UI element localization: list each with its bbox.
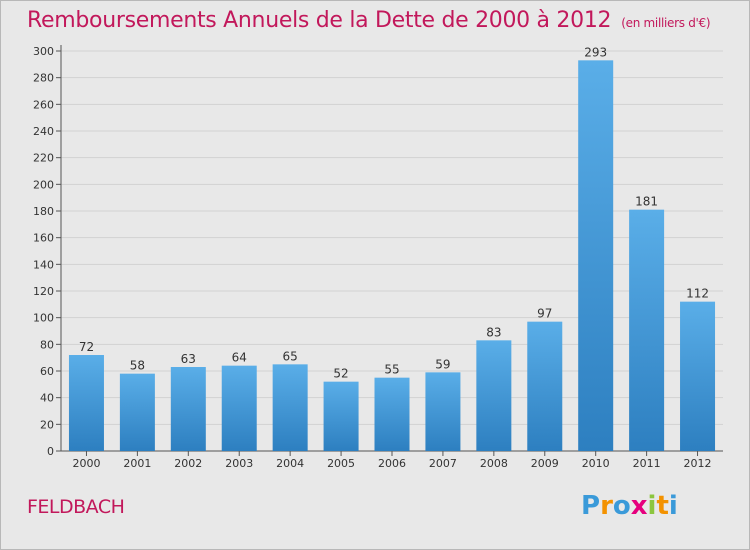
y-tick-label: 80 (40, 338, 54, 351)
data-label: 63 (181, 352, 196, 366)
x-tick-label: 2012 (684, 457, 712, 470)
y-tick-label: 160 (33, 232, 54, 245)
logo-letter: o (612, 491, 631, 521)
x-tick-label: 2000 (72, 457, 100, 470)
bar-2005 (323, 381, 359, 451)
data-label: 59 (435, 357, 450, 371)
data-label: 97 (537, 307, 552, 321)
bar-2007 (425, 372, 461, 451)
x-tick-label: 2010 (582, 457, 610, 470)
y-tick-label: 100 (33, 312, 54, 325)
y-tick-label: 240 (33, 125, 54, 138)
x-tick-label: 2009 (531, 457, 559, 470)
bars (68, 60, 716, 451)
data-label: 64 (232, 351, 247, 365)
data-label: 83 (486, 325, 501, 339)
y-tick-label: 200 (33, 178, 54, 191)
chart-subtitle: (en milliers d'€) (621, 16, 711, 30)
y-tick-label: 140 (33, 258, 54, 271)
y-tick-label: 280 (33, 72, 54, 85)
bar-2011 (629, 209, 665, 451)
y-tick-label: 300 (33, 45, 54, 58)
y-tick-label: 0 (47, 445, 54, 458)
data-label: 58 (130, 359, 145, 373)
bar-2003 (221, 365, 257, 451)
x-tick-label: 2005 (327, 457, 355, 470)
logo-letter: x (630, 491, 648, 521)
data-label: 72 (79, 340, 94, 354)
x-tick-label: 2007 (429, 457, 457, 470)
data-label: 55 (384, 363, 399, 377)
y-tick-label: 260 (33, 98, 54, 111)
x-tick-label: 2008 (480, 457, 508, 470)
y-tick-label: 20 (40, 418, 54, 431)
x-tick-label: 2001 (123, 457, 151, 470)
data-label: 112 (686, 287, 709, 301)
data-label: 181 (635, 195, 658, 209)
logo-letter: r (600, 491, 613, 521)
bar-2010 (578, 60, 614, 451)
x-tick-label: 2004 (276, 457, 304, 470)
labels: 0 20 40 60 80 100 120 140 160 180 200 220 240 260 280 3… (33, 45, 712, 470)
y-tick-label: 120 (33, 285, 54, 298)
y-tick-label: 40 (40, 392, 54, 405)
bar-2012 (680, 301, 716, 451)
logo-letter: i (647, 491, 657, 521)
data-label: 52 (333, 367, 348, 381)
x-tick-label: 2002 (174, 457, 202, 470)
chart-title: Remboursements Annuels de la Dette de 20… (27, 8, 711, 33)
logo-letter: t (656, 491, 669, 521)
y-tick-label: 220 (33, 152, 54, 165)
y-tick-label: 180 (33, 205, 54, 218)
logo-letter: P (581, 491, 601, 521)
chart-title-text: Remboursements Annuels de la Dette de 20… (27, 8, 612, 33)
data-label: 293 (584, 45, 607, 59)
proxiti-logo: Proxiti (581, 491, 678, 521)
bar-2001 (119, 373, 155, 451)
x-tick-label: 2011 (633, 457, 661, 470)
bar-2006 (374, 377, 410, 451)
bar-2000 (68, 355, 104, 451)
bar-2002 (170, 367, 206, 451)
logo-letter: i (668, 491, 678, 521)
bar-2008 (476, 340, 512, 451)
x-tick-label: 2006 (378, 457, 406, 470)
x-tick-label: 2003 (225, 457, 253, 470)
place-name: FELDBACH (27, 496, 125, 518)
bar-2009 (527, 321, 563, 451)
bar-2004 (272, 364, 308, 451)
data-label: 65 (283, 349, 298, 363)
y-tick-label: 60 (40, 365, 54, 378)
